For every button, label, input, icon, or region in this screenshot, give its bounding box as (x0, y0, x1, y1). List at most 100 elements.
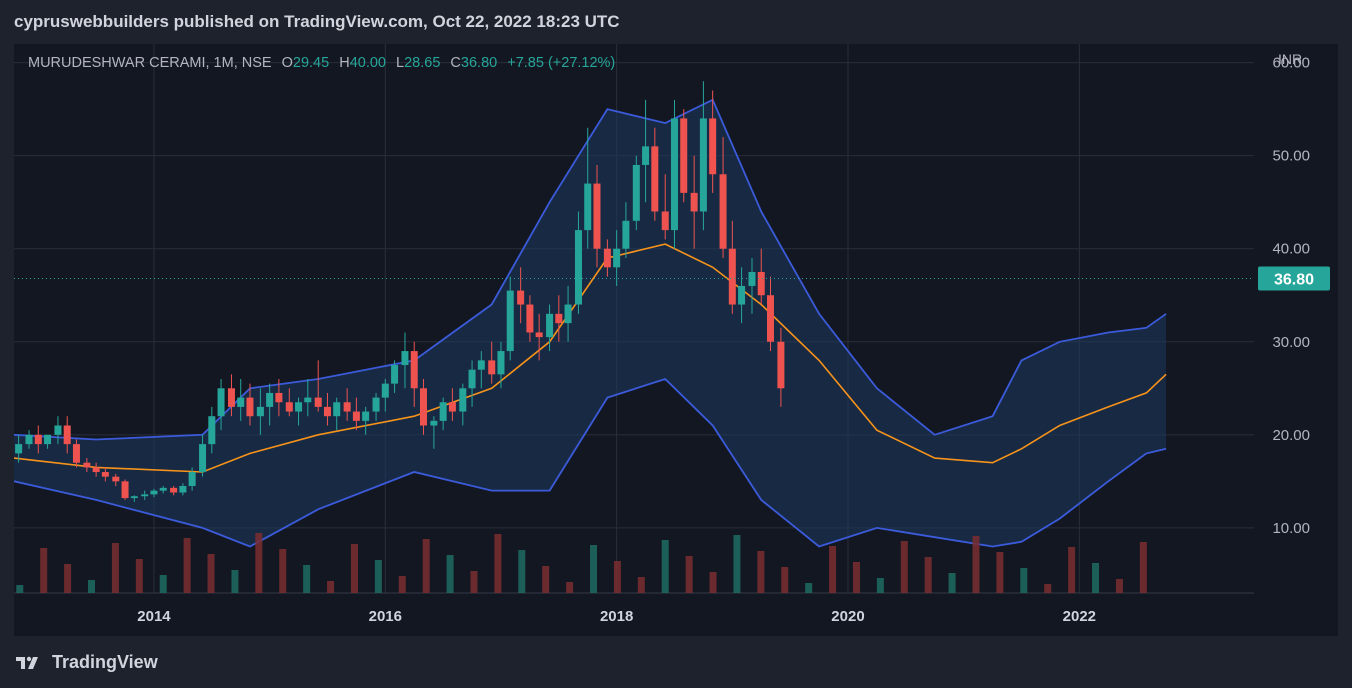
volume-bar (422, 539, 430, 593)
publisher-title: cypruswebbuilders published on TradingVi… (14, 12, 620, 31)
price-chart[interactable]: 36.80 60.00 50.00 40.00 30.00 20.00 10.00 2014 2… (14, 44, 1338, 636)
candle-body (179, 485, 187, 493)
x-tick-label: 2018 (600, 608, 633, 625)
volume-bar (757, 551, 765, 593)
volume-bar (40, 548, 48, 593)
x-tick-label: 2016 (369, 608, 402, 625)
volume-bar (183, 538, 191, 593)
candle-body (121, 481, 129, 499)
candle-body (323, 406, 331, 417)
candle-body (208, 416, 216, 445)
symbol-legend: MURUDESHWAR CERAMI, 1M, NSE O29.45 H40.0… (28, 55, 615, 71)
candle-body (72, 444, 80, 463)
volume-bar (470, 571, 478, 593)
candle-body (333, 402, 341, 417)
candle-body (256, 406, 264, 417)
volume-bar (1139, 542, 1147, 593)
candle-body (314, 397, 322, 407)
x-tick-label: 2020 (831, 608, 864, 625)
candle-body (709, 118, 717, 175)
candle-body (304, 397, 312, 403)
volume-bar (159, 575, 167, 593)
candle-body (622, 220, 630, 249)
candle-body (285, 402, 293, 412)
candle-body (632, 164, 640, 221)
candle-body (34, 434, 42, 445)
volume-bar (852, 562, 860, 593)
footer-brand[interactable]: TradingView (16, 652, 158, 673)
candle-body (410, 351, 418, 389)
chart-panel[interactable]: 36.80 60.00 50.00 40.00 30.00 20.00 10.00 2014 2… (14, 44, 1338, 636)
candle-body (526, 304, 534, 333)
candle-body (54, 425, 62, 435)
volume-bar (613, 561, 621, 593)
volume-bar (948, 573, 956, 593)
y-tick-label: 10.00 (1272, 520, 1310, 537)
candle-body (574, 230, 582, 305)
candle-body (188, 472, 196, 486)
y-tick-label: 40.00 (1272, 241, 1310, 258)
bollinger-band-fill (14, 99, 1167, 547)
candle-body (227, 388, 235, 407)
candle-body (92, 467, 100, 473)
candle-body (439, 402, 447, 421)
candle-body (506, 290, 514, 352)
volume-bar (1092, 563, 1100, 593)
candle-body (266, 392, 274, 407)
candle-body (699, 118, 707, 212)
volume-bar (231, 570, 239, 593)
volume-bar (566, 582, 574, 593)
candle-body (237, 397, 245, 407)
volume-bar (303, 565, 311, 593)
volume-bar (374, 560, 382, 593)
candle-body (401, 351, 409, 366)
bollinger-basis-line (14, 243, 1167, 473)
candle-body (766, 295, 774, 342)
volume-bar (685, 556, 693, 593)
candle-body (661, 211, 669, 231)
volume-bar (446, 555, 454, 593)
candle-body (430, 420, 438, 426)
candle-body (150, 490, 158, 495)
high-value: 40.00 (349, 55, 386, 71)
candle-body (217, 388, 225, 417)
volume-bar (64, 564, 72, 593)
volume-bar (1020, 568, 1028, 593)
candle-body (555, 313, 563, 324)
candle-body (564, 304, 572, 324)
candle-body (738, 285, 746, 305)
candle-body (372, 397, 380, 412)
candle-body (170, 487, 178, 493)
y-tick-label: 50.00 (1272, 148, 1310, 165)
volume-bar (518, 550, 526, 593)
volume-bar (279, 549, 287, 593)
candle-body (719, 174, 727, 249)
open-value: 29.45 (292, 55, 330, 71)
volume-bar (1115, 579, 1123, 593)
candle-body (15, 444, 23, 454)
volume-bar (996, 552, 1004, 593)
change-value: +7.85 (+27.12%) (507, 55, 616, 71)
y-tick-label: 30.00 (1272, 334, 1310, 351)
volume-bar (398, 576, 406, 593)
symbol-name: MURUDESHWAR CERAMI, 1M, NSE (28, 55, 272, 71)
y-tick-label: 20.00 (1272, 427, 1310, 444)
low-label: L (396, 55, 405, 71)
candle-body (613, 248, 621, 268)
volume-bar (88, 580, 95, 593)
last-price-tag (1258, 266, 1330, 291)
candle-body (777, 341, 785, 389)
volume-bar (661, 540, 669, 593)
volume-bar (207, 554, 215, 593)
volume-bar (542, 566, 550, 593)
candle-body (651, 146, 659, 212)
candle-body (535, 332, 543, 338)
candle-body (391, 365, 399, 384)
close-value: 36.80 (460, 55, 498, 71)
volume-bar (924, 557, 932, 593)
candle-body (63, 425, 71, 445)
candle-body (690, 192, 698, 212)
candle-body (25, 434, 33, 445)
volume-bar (829, 546, 837, 593)
x-tick-label: 2022 (1063, 608, 1096, 625)
